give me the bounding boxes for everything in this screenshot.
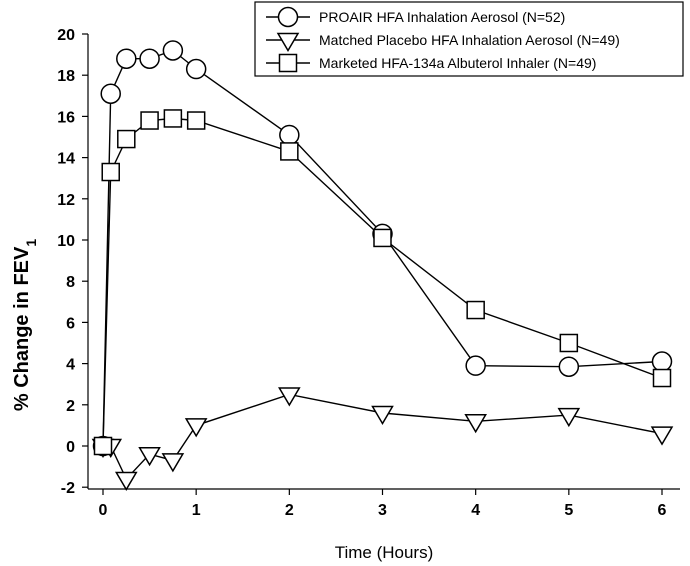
y-tick-label: 8: [66, 274, 75, 291]
triangle-down-marker: [161, 453, 185, 473]
square-marker: [93, 436, 113, 456]
x-tick-label: 0: [99, 502, 108, 519]
circle-marker: [185, 58, 207, 80]
legend: PROAIR HFA Inhalation Aerosol (N=52) Matc…: [254, 1, 684, 77]
triangle-down-marker: [557, 407, 581, 428]
circle-marker: [116, 48, 137, 69]
y-tick-label: 4: [66, 357, 75, 374]
y-tick-label: 14: [57, 151, 75, 168]
triangle-down-marker: [650, 426, 674, 446]
y-axis-ticks: -2 0 2 4 6 8 10 12 14 16 18 20: [57, 27, 88, 497]
series-2: [91, 387, 674, 491]
y-tick-label: 20: [57, 27, 75, 44]
square-marker: [117, 129, 136, 149]
square-marker: [186, 111, 206, 130]
triangle-down-marker: [184, 418, 208, 438]
legend-box: [254, 1, 684, 77]
triangle-down-marker: [371, 405, 394, 426]
triangle-down-marker: [114, 471, 138, 491]
y-tick-label: 0: [66, 439, 75, 456]
legend-item: Matched Placebo HFA Inhalation Aerosol (…: [266, 32, 620, 52]
x-tick-label: 6: [658, 502, 667, 519]
square-marker: [163, 109, 183, 128]
legend-label: Marketed HFA-134a Albuterol Inhaler (N=4…: [319, 55, 596, 71]
legend-item: Marketed HFA-134a Albuterol Inhaler (N=4…: [266, 53, 596, 73]
y-tick-label: -2: [61, 480, 75, 497]
legend-circle-marker: [277, 6, 299, 28]
x-axis-ticks: 0 1 2 3 4 5 6: [99, 489, 667, 519]
y-tick-label: 18: [57, 68, 75, 85]
triangle-down-marker: [464, 414, 487, 434]
x-tick-label: 2: [285, 502, 294, 519]
circle-marker: [139, 48, 160, 69]
circle-marker: [279, 124, 300, 146]
square-marker: [140, 111, 159, 130]
series-1: [92, 40, 673, 457]
x-tick-label: 5: [564, 502, 573, 519]
series-layer: [91, 40, 674, 491]
circle-marker: [465, 355, 486, 376]
triangle-down-marker: [278, 387, 301, 407]
y-tick-label: 6: [66, 315, 75, 332]
axes: [87, 34, 680, 490]
square-marker: [280, 142, 299, 161]
circle-marker: [651, 351, 673, 372]
legend-label: Matched Placebo HFA Inhalation Aerosol (…: [319, 32, 620, 48]
series-line: [102, 117, 663, 447]
y-tick-label: 2: [66, 398, 75, 415]
series-3: [93, 109, 672, 456]
legend-label: PROAIR HFA Inhalation Aerosol (N=52): [319, 9, 565, 25]
square-marker: [559, 333, 579, 353]
y-axis-title-main: % Change in FEV: [11, 246, 33, 411]
square-marker: [466, 300, 485, 320]
square-marker: [652, 368, 672, 388]
circle-marker: [100, 83, 121, 104]
y-tick-label: 16: [57, 109, 75, 126]
series-line: [102, 49, 663, 447]
x-tick-label: 4: [471, 502, 480, 519]
triangle-down-marker: [138, 446, 161, 467]
x-axis-title: Time (Hours): [335, 543, 434, 562]
y-tick-label: 12: [57, 192, 75, 209]
legend-triangle-down-marker: [276, 32, 300, 52]
y-tick-label: 10: [57, 233, 75, 250]
circle-marker: [558, 356, 580, 377]
y-axis-title-subscript: 1: [23, 239, 39, 247]
square-marker: [101, 162, 120, 182]
y-axis-title: % Change in FEV1: [11, 239, 39, 411]
circle-marker: [162, 40, 184, 61]
legend-square-marker: [278, 53, 298, 73]
legend-item: PROAIR HFA Inhalation Aerosol (N=52): [266, 6, 565, 28]
x-tick-label: 3: [378, 502, 387, 519]
square-marker: [373, 228, 392, 248]
x-tick-label: 1: [192, 502, 201, 519]
